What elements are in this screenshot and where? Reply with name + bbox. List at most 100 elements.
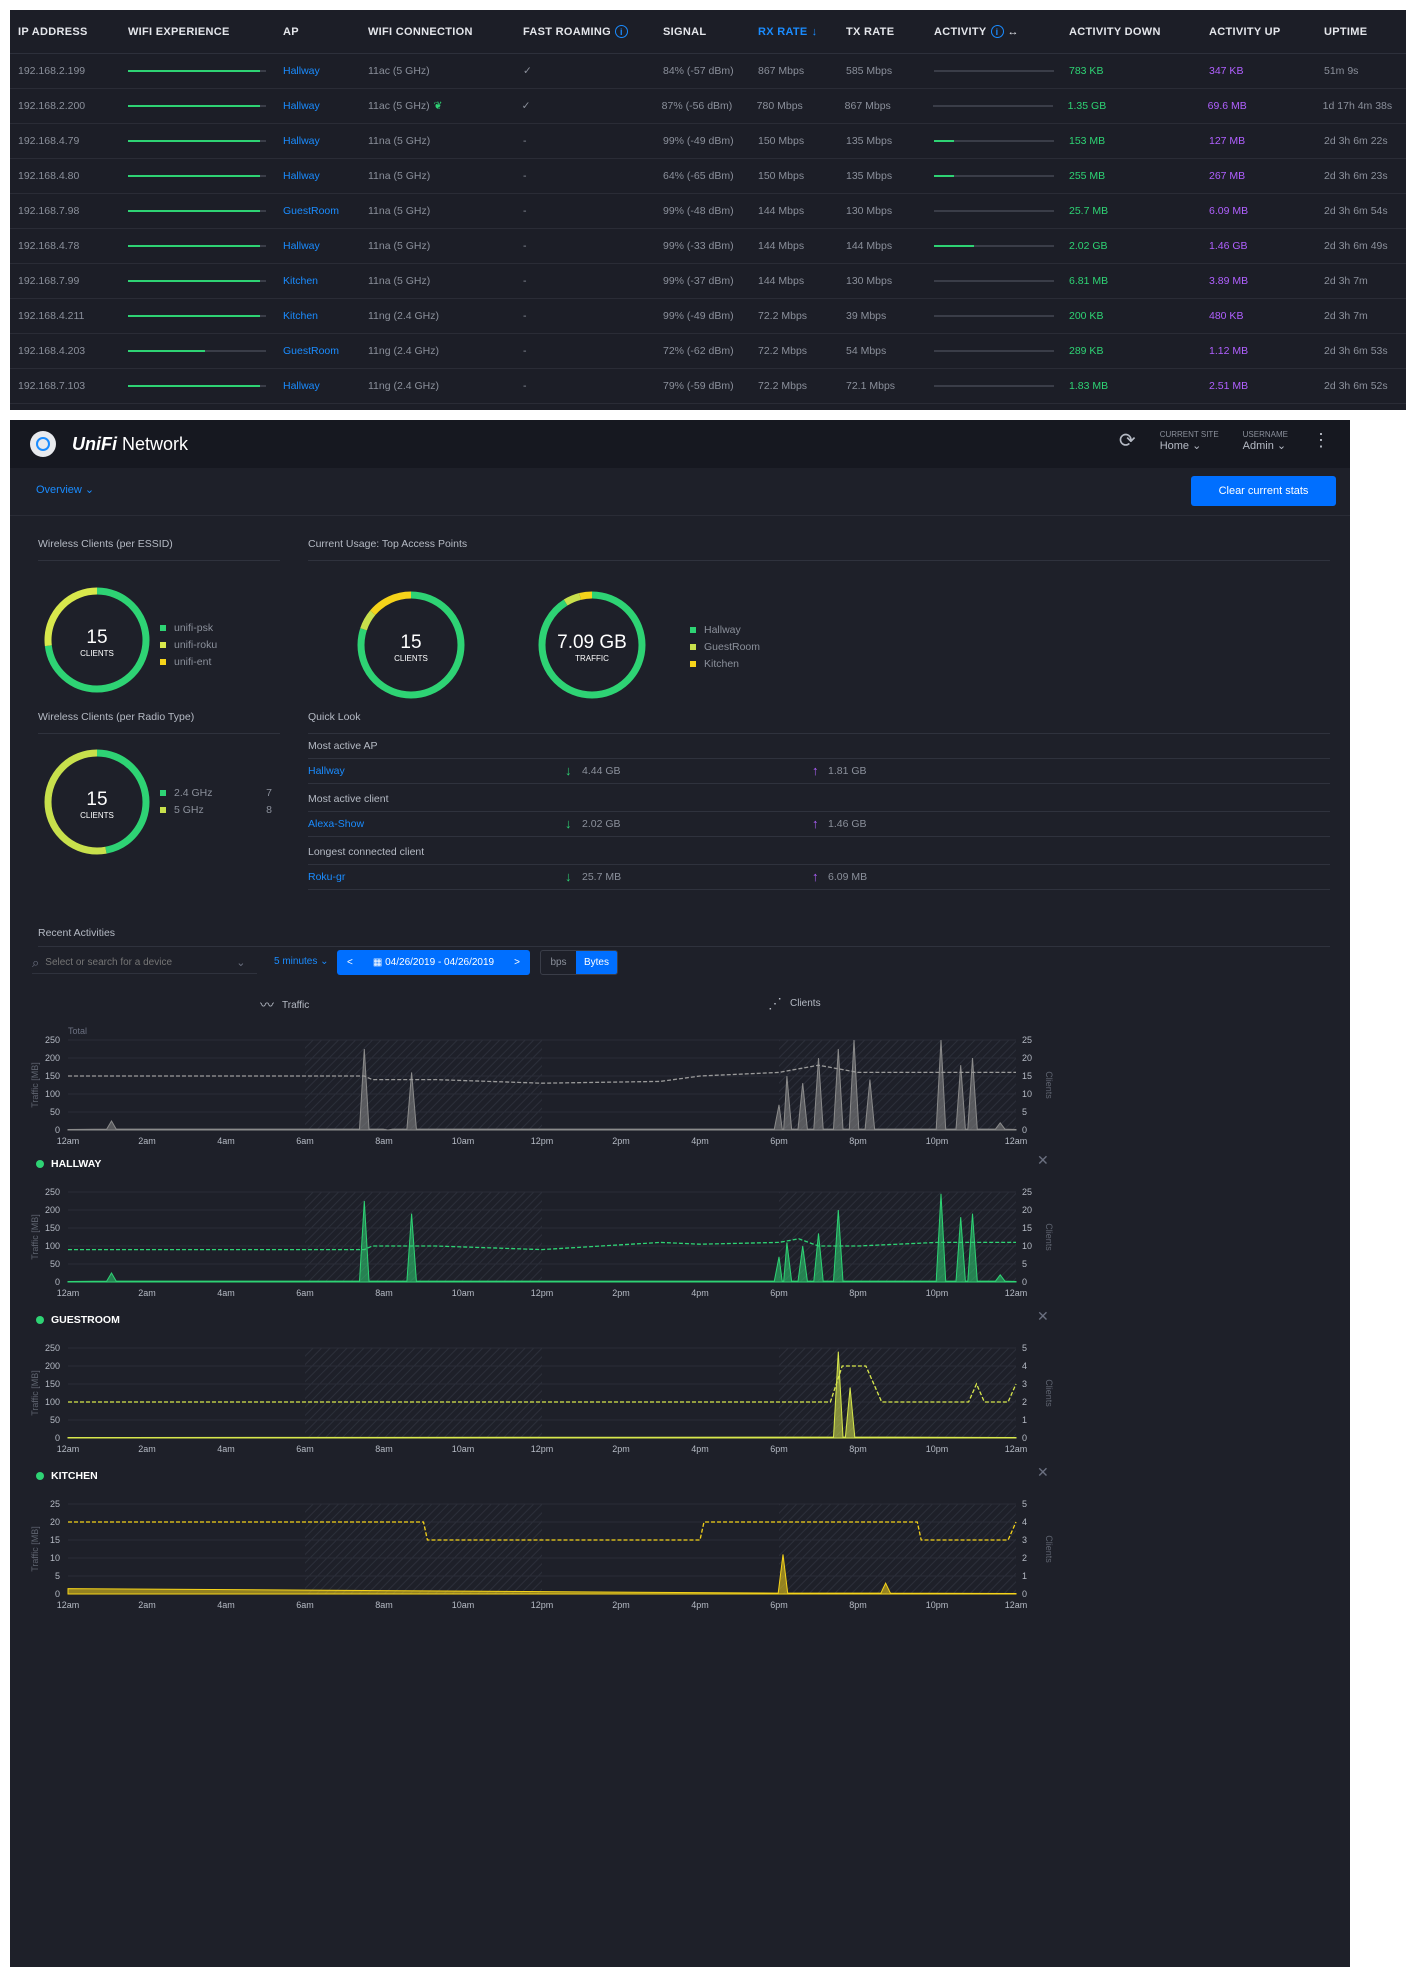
- table-row[interactable]: 192.168.4.203 GuestRoom 11ng (2.4 GHz) -…: [10, 334, 1406, 369]
- close-icon[interactable]: ✕: [1037, 1464, 1049, 1480]
- table-row[interactable]: 192.168.7.103 Hallway 11ng (2.4 GHz) - 7…: [10, 369, 1406, 404]
- date-range-picker: < ▦ 04/26/2019 - 04/26/2019 >: [337, 950, 530, 975]
- chevron-down-icon[interactable]: ⌄: [236, 957, 246, 969]
- experience-bar: [128, 105, 261, 107]
- x-tick-label: 8pm: [849, 1288, 867, 1298]
- table-body: 192.168.2.199 Hallway 11ac (5 GHz) ✓ 84%…: [10, 54, 1406, 404]
- cell-wifi-experience: [120, 210, 275, 212]
- cell-ap-link[interactable]: GuestRoom: [283, 205, 340, 217]
- radio-legend: 2.4 GHz 7 5 GHz 8: [160, 785, 272, 819]
- cell-activity-down: 783 KB: [1069, 65, 1104, 77]
- clients-line: [68, 1238, 1016, 1251]
- x-tick-label: 4am: [217, 1600, 235, 1610]
- col-fast-roaming[interactable]: FAST ROAMING i: [515, 25, 655, 38]
- cell-ap-link[interactable]: Hallway: [283, 100, 320, 112]
- col-activity-down[interactable]: ACTIVITY DOWN: [1069, 25, 1161, 38]
- x-tick-label: 12am: [1005, 1600, 1028, 1610]
- more-vertical-icon[interactable]: ⋮: [1312, 430, 1330, 450]
- y-axis-label: Traffic [MB]: [30, 1370, 40, 1416]
- col-signal[interactable]: SIGNAL: [663, 25, 707, 38]
- donut-ring: [44, 587, 150, 693]
- y-tick-label: 100: [45, 1089, 60, 1099]
- device-search[interactable]: ⌕ ⌄: [32, 952, 257, 974]
- user-menu[interactable]: USERNAME Admin ⌄: [1242, 429, 1288, 452]
- cell-ap-link[interactable]: Hallway: [283, 380, 320, 392]
- sub-toolbar: Overview ⌄ Clear current stats: [10, 468, 1350, 516]
- col-ap[interactable]: AP: [283, 25, 299, 38]
- cell-ap-link[interactable]: Kitchen: [283, 310, 319, 322]
- y2-tick-label: 5: [1022, 1107, 1027, 1117]
- clear-stats-button[interactable]: Clear current stats: [1191, 476, 1336, 506]
- donut-label: CLIENTS: [394, 654, 428, 663]
- quick-look-down: 25.7 MB: [582, 871, 622, 883]
- info-icon[interactable]: i: [614, 25, 628, 38]
- col-wifi-experience[interactable]: WIFI EXPERIENCE: [128, 25, 230, 38]
- cell-ap-link[interactable]: GuestRoom: [283, 345, 340, 357]
- quick-look-link[interactable]: Roku-gr: [308, 871, 346, 883]
- x-tick-label: 2pm: [612, 1444, 630, 1454]
- cell-ap-link[interactable]: Hallway: [283, 65, 320, 77]
- quick-look-link[interactable]: Hallway: [308, 765, 345, 777]
- calendar-icon[interactable]: ▦: [372, 957, 383, 968]
- next-date-button[interactable]: >: [514, 957, 520, 968]
- device-search-input[interactable]: [45, 957, 231, 968]
- cell-ap-link[interactable]: Hallway: [283, 170, 320, 182]
- date-range-value[interactable]: 04/26/2019 - 04/26/2019: [385, 957, 495, 968]
- site-selector[interactable]: CURRENT SITE Home ⌄: [1159, 429, 1219, 452]
- x-tick-label: 12pm: [531, 1288, 554, 1298]
- table-row[interactable]: 192.168.2.199 Hallway 11ac (5 GHz) ✓ 84%…: [10, 54, 1406, 89]
- y-tick-label: 200: [45, 1053, 60, 1063]
- quick-look-link[interactable]: Alexa-Show: [308, 818, 365, 830]
- unit-bps-button[interactable]: bps: [550, 957, 567, 968]
- prev-date-button[interactable]: <: [347, 957, 353, 968]
- cell-signal: 99% (-33 dBm): [663, 240, 734, 252]
- tab-traffic[interactable]: 〰 Traffic: [260, 997, 310, 1013]
- swap-arrows-icon[interactable]: ↔: [1007, 25, 1019, 38]
- refresh-icon[interactable]: ⟳: [1118, 430, 1136, 452]
- interval-dropdown[interactable]: 5 minutes ⌄: [274, 956, 329, 967]
- col-tx-rate[interactable]: TX RATE: [846, 25, 895, 38]
- experience-bar: [128, 245, 261, 247]
- x-tick-label: 2pm: [612, 1288, 630, 1298]
- cell-tx-rate: 135 Mbps: [846, 135, 893, 147]
- x-tick-label: 12pm: [531, 1600, 554, 1610]
- x-tick-label: 8am: [375, 1444, 393, 1454]
- tab-clients[interactable]: ⋰ Clients: [768, 995, 821, 1011]
- cell-uptime: 1d 17h 4m 38s: [1322, 100, 1393, 112]
- close-icon[interactable]: ✕: [1037, 1152, 1049, 1168]
- col-wifi-connection[interactable]: WIFI CONNECTION: [368, 25, 473, 38]
- close-icon[interactable]: ✕: [1037, 1308, 1049, 1324]
- donut-label: TRAFFIC: [575, 654, 609, 663]
- table-row[interactable]: 192.168.7.98 GuestRoom 11na (5 GHz) - 99…: [10, 194, 1406, 229]
- x-tick-label: 6am: [296, 1288, 314, 1298]
- y-tick-label: 200: [45, 1361, 60, 1371]
- table-row[interactable]: 192.168.2.200 Hallway 11ac (5 GHz) ❦ ✓ 87…: [10, 89, 1406, 124]
- cell-ap-link[interactable]: Hallway: [283, 240, 320, 252]
- col-ip[interactable]: IP ADDRESS: [18, 25, 88, 38]
- unit-bytes-button[interactable]: Bytes: [576, 951, 617, 974]
- table-row[interactable]: 192.168.4.80 Hallway 11na (5 GHz) - 64% …: [10, 159, 1406, 194]
- unifi-logo-icon[interactable]: [30, 431, 56, 457]
- info-icon[interactable]: i: [990, 25, 1004, 38]
- recent-activities-title: Recent Activities: [38, 927, 116, 939]
- table-row[interactable]: 192.168.4.79 Hallway 11na (5 GHz) - 99% …: [10, 124, 1406, 159]
- chart-title: GUESTROOM: [36, 1314, 120, 1326]
- ap-clients-donut: 15 CLIENTS: [356, 590, 466, 700]
- cell-ap-link[interactable]: Hallway: [283, 135, 320, 147]
- col-uptime[interactable]: UPTIME: [1324, 25, 1368, 38]
- col-activity[interactable]: ACTIVITY i ↔: [934, 25, 1019, 38]
- cell-signal: 99% (-37 dBm): [663, 275, 734, 287]
- cell-ip: 192.168.4.78: [18, 240, 80, 252]
- y2-tick-label: 10: [1022, 1241, 1032, 1251]
- overview-dropdown[interactable]: Overview ⌄: [36, 484, 95, 496]
- x-tick-label: 10am: [452, 1288, 475, 1298]
- table-row[interactable]: 192.168.4.78 Hallway 11na (5 GHz) - 99% …: [10, 229, 1406, 264]
- quick-look-up: 1.81 GB: [828, 765, 867, 777]
- cell-ap-link[interactable]: Kitchen: [283, 275, 319, 287]
- table-row[interactable]: 192.168.4.211 Kitchen 11ng (2.4 GHz) - 9…: [10, 299, 1406, 334]
- col-rx-rate[interactable]: RX RATE ↓: [758, 25, 818, 38]
- table-row[interactable]: 192.168.7.99 Kitchen 11na (5 GHz) - 99% …: [10, 264, 1406, 299]
- col-activity-up[interactable]: ACTIVITY UP: [1209, 25, 1281, 38]
- y-tick-label: 0: [55, 1277, 60, 1287]
- experience-bar: [128, 70, 261, 72]
